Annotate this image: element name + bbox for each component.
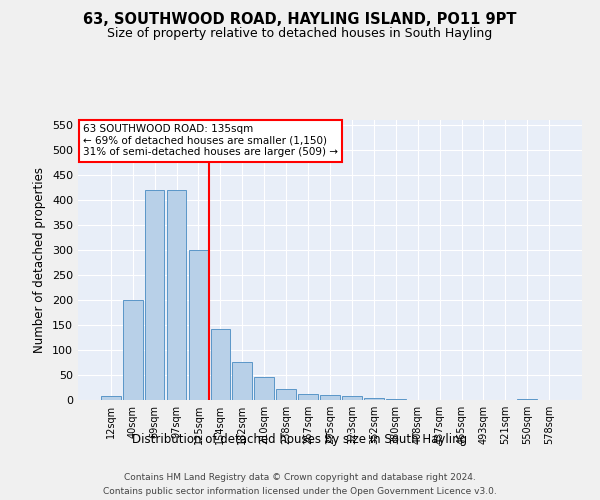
Bar xyxy=(386,399,406,400)
Bar xyxy=(167,190,187,400)
Text: Distribution of detached houses by size in South Hayling: Distribution of detached houses by size … xyxy=(133,432,467,446)
Text: 63 SOUTHWOOD ROAD: 135sqm
← 69% of detached houses are smaller (1,150)
31% of se: 63 SOUTHWOOD ROAD: 135sqm ← 69% of detac… xyxy=(83,124,338,158)
Bar xyxy=(320,395,340,400)
Text: Contains public sector information licensed under the Open Government Licence v3: Contains public sector information licen… xyxy=(103,488,497,496)
Bar xyxy=(342,396,362,400)
Bar xyxy=(123,300,143,400)
Y-axis label: Number of detached properties: Number of detached properties xyxy=(34,167,46,353)
Text: 63, SOUTHWOOD ROAD, HAYLING ISLAND, PO11 9PT: 63, SOUTHWOOD ROAD, HAYLING ISLAND, PO11… xyxy=(83,12,517,28)
Bar xyxy=(298,394,318,400)
Bar xyxy=(211,328,230,400)
Bar xyxy=(517,399,537,400)
Bar xyxy=(145,190,164,400)
Bar xyxy=(232,362,252,400)
Bar xyxy=(254,376,274,400)
Bar xyxy=(101,396,121,400)
Text: Contains HM Land Registry data © Crown copyright and database right 2024.: Contains HM Land Registry data © Crown c… xyxy=(124,472,476,482)
Bar xyxy=(276,388,296,400)
Bar xyxy=(188,250,208,400)
Bar xyxy=(364,398,384,400)
Text: Size of property relative to detached houses in South Hayling: Size of property relative to detached ho… xyxy=(107,28,493,40)
